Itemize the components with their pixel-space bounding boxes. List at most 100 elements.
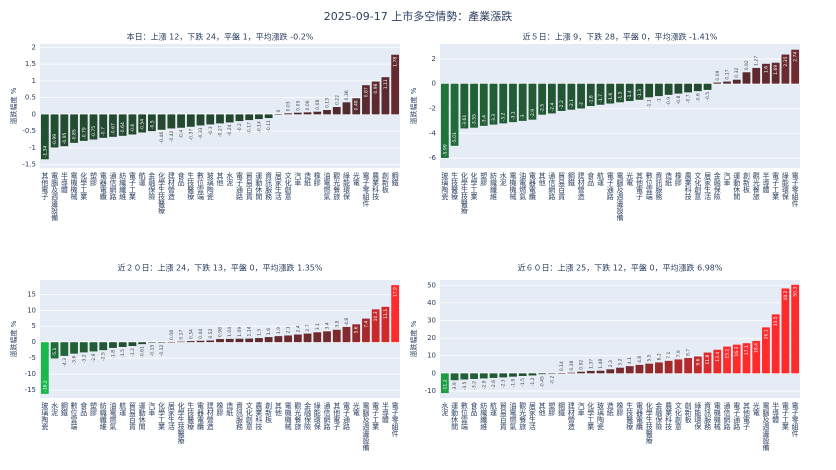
bar bbox=[645, 83, 654, 98]
x-tick-label: 汽車 bbox=[148, 401, 156, 417]
x-tick-label: 電腦及週邊設備 bbox=[51, 172, 59, 222]
data-label: 1.14 bbox=[247, 326, 253, 336]
data-label: -5.99 bbox=[442, 144, 448, 156]
bar bbox=[89, 114, 98, 140]
data-label: -0.6 bbox=[130, 124, 136, 133]
bar bbox=[645, 363, 654, 374]
data-label: 1.09 bbox=[237, 327, 243, 337]
y-tick-label: -6 bbox=[429, 154, 437, 162]
bar bbox=[138, 114, 147, 133]
x-tick-label: 食品 bbox=[177, 171, 185, 187]
data-label: 0.32 bbox=[734, 68, 740, 78]
bar bbox=[752, 67, 761, 84]
data-label: -1.6 bbox=[608, 93, 614, 102]
bar bbox=[148, 342, 156, 343]
bar bbox=[742, 72, 751, 84]
bar bbox=[391, 285, 400, 343]
bar bbox=[450, 373, 459, 381]
data-label: 1.37 bbox=[588, 359, 594, 369]
x-tick-label: 半導體 bbox=[772, 401, 780, 424]
data-label: 18.4 bbox=[754, 343, 760, 353]
x-tick-label: 生技醫療 bbox=[451, 171, 459, 200]
bar bbox=[771, 314, 780, 374]
data-label: 7.4 bbox=[363, 320, 369, 327]
data-label: 2.3 bbox=[608, 360, 614, 367]
x-tick-label: 電子通路 bbox=[342, 402, 350, 431]
data-label: 0.14 bbox=[559, 361, 565, 371]
bar bbox=[586, 83, 595, 106]
x-tick-label: 觀光餐旅 bbox=[752, 171, 760, 201]
data-label: -0.15 bbox=[149, 345, 155, 357]
bar bbox=[509, 373, 517, 377]
y-tick-label: 0 bbox=[32, 338, 36, 346]
bar bbox=[664, 360, 673, 374]
bar bbox=[703, 352, 712, 374]
data-label: 0.17 bbox=[179, 329, 185, 339]
bar bbox=[118, 114, 127, 136]
data-label: 1.9 bbox=[276, 327, 282, 334]
bar bbox=[674, 83, 683, 94]
bar bbox=[118, 342, 127, 347]
x-tick-label: 航運 bbox=[490, 401, 498, 417]
bar bbox=[225, 114, 234, 123]
data-label: -0.64 bbox=[120, 122, 126, 134]
data-label: -0.2 bbox=[549, 376, 555, 385]
bar bbox=[177, 341, 185, 343]
x-tick-label: 玻璃陶瓷 bbox=[206, 171, 214, 201]
data-label: 11.1 bbox=[383, 309, 389, 319]
bar bbox=[274, 114, 283, 115]
x-tick-label: 創新板 bbox=[684, 401, 692, 424]
data-label: 0.22 bbox=[334, 95, 340, 105]
data-label: 17.9 bbox=[393, 287, 399, 297]
bar bbox=[791, 284, 800, 374]
bar bbox=[89, 342, 98, 352]
x-tick-label: 貿易百貨 bbox=[558, 171, 566, 201]
data-label: -2.4 bbox=[549, 103, 555, 112]
x-tick-label: 鋼鐵 bbox=[567, 171, 575, 187]
x-tick-label: 水泥 bbox=[441, 401, 449, 417]
data-label: -1.5 bbox=[520, 378, 526, 387]
data-label: 0.44 bbox=[198, 329, 204, 339]
bar bbox=[79, 114, 88, 141]
x-tick-label: 電機機械 bbox=[713, 402, 721, 431]
bar bbox=[440, 83, 449, 158]
x-tick-label: 電腦及週邊設備 bbox=[362, 402, 370, 452]
x-tick-label: 汽車 bbox=[723, 171, 731, 187]
data-label: -0.8 bbox=[676, 95, 682, 104]
data-label: -1.9 bbox=[510, 379, 516, 388]
bar bbox=[371, 309, 380, 343]
data-label: -1.7 bbox=[598, 94, 604, 103]
bar bbox=[206, 340, 215, 343]
data-label: 13.4 bbox=[715, 352, 721, 362]
bar bbox=[635, 364, 644, 374]
bar bbox=[167, 341, 176, 343]
x-tick-label: 油電燃氣 bbox=[323, 171, 331, 200]
x-tick-label: 航運 bbox=[138, 171, 146, 187]
x-tick-label: 其他電子 bbox=[41, 172, 49, 200]
x-tick-label: 航運 bbox=[597, 171, 605, 187]
x-tick-label: 數位雲端 bbox=[197, 171, 205, 201]
data-label: 0.87 bbox=[363, 87, 369, 97]
bar bbox=[732, 344, 741, 374]
data-label: 0.03 bbox=[286, 101, 292, 111]
data-label: 0.98 bbox=[218, 327, 224, 337]
data-label: -0.54 bbox=[140, 119, 146, 131]
bar bbox=[684, 83, 692, 93]
bar bbox=[216, 114, 224, 124]
x-tick-label: 電器電纜 bbox=[99, 172, 107, 201]
data-label: -2.3 bbox=[501, 379, 507, 388]
x-tick-label: 綠能環保 bbox=[313, 401, 321, 431]
plot-background bbox=[440, 280, 800, 398]
x-tick-label: 紡織纖維 bbox=[490, 171, 498, 201]
data-label: -0.14 bbox=[256, 121, 262, 133]
bar bbox=[391, 54, 400, 115]
data-label: -11.2 bbox=[442, 379, 448, 391]
y-tick-label: 2 bbox=[432, 55, 436, 63]
y-tick-label: 10 bbox=[427, 352, 436, 360]
data-label: 4.8 bbox=[637, 356, 643, 363]
data-label: -0.2 bbox=[237, 123, 243, 132]
bar bbox=[586, 370, 595, 374]
data-label: -0.6 bbox=[695, 93, 701, 102]
x-tick-label: 電子工業 bbox=[781, 402, 789, 431]
data-label: -0.37 bbox=[188, 129, 194, 141]
